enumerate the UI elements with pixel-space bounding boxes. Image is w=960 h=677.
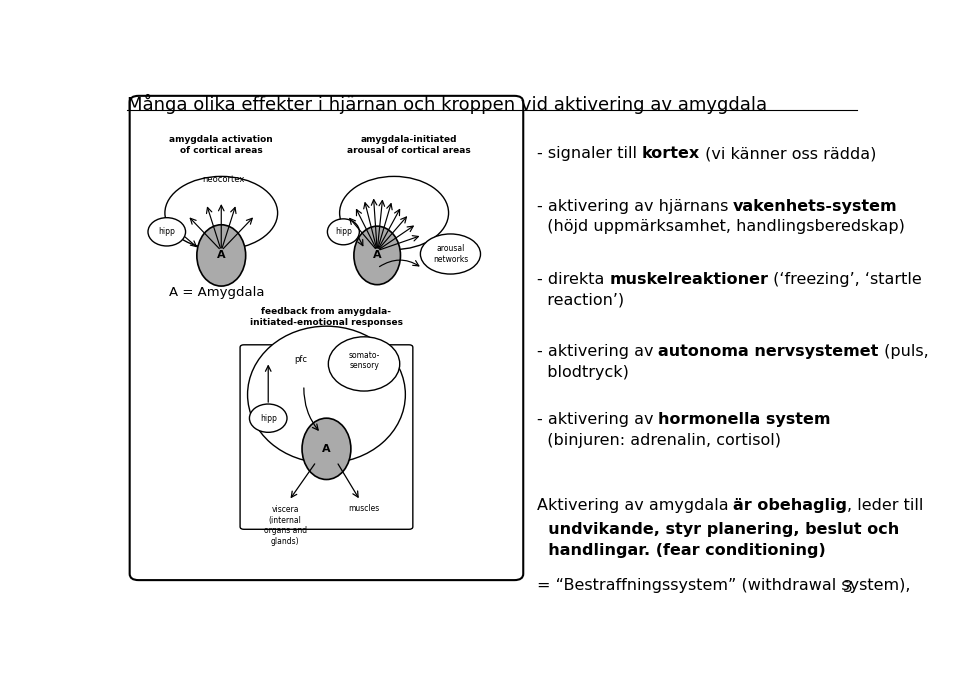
Ellipse shape [327,219,359,245]
Ellipse shape [340,177,448,250]
Ellipse shape [250,404,287,433]
Text: A: A [372,250,381,261]
Text: A: A [217,250,226,261]
Text: (vi känner oss rädda): (vi känner oss rädda) [700,146,876,161]
FancyBboxPatch shape [130,96,523,580]
Text: autonoma nervsystemet: autonoma nervsystemet [659,345,878,359]
Text: amygdala-initiated
arousal of cortical areas: amygdala-initiated arousal of cortical a… [348,135,471,154]
Text: arousal
networks: arousal networks [433,244,468,264]
FancyBboxPatch shape [240,345,413,529]
Ellipse shape [165,177,277,250]
Text: hipp: hipp [158,227,176,236]
Text: vakenhets-system: vakenhets-system [733,198,898,213]
Ellipse shape [302,418,351,479]
Text: A = Amygdala: A = Amygdala [169,286,264,299]
Text: muscles: muscles [348,504,379,513]
Text: - aktivering av: - aktivering av [537,412,659,427]
Text: amygdala activation
of cortical areas: amygdala activation of cortical areas [169,135,274,154]
Text: hormonella system: hormonella system [659,412,830,427]
Ellipse shape [148,218,185,246]
Text: muskelreaktioner: muskelreaktioner [610,271,768,286]
Text: viscera
(internal
organs and
glands): viscera (internal organs and glands) [264,506,306,546]
Ellipse shape [248,326,405,463]
Text: handlingar. (fear conditioning): handlingar. (fear conditioning) [537,542,826,558]
Text: (binjuren: adrenalin, cortisol): (binjuren: adrenalin, cortisol) [537,433,780,448]
Text: , leder till: , leder till [848,498,924,513]
Ellipse shape [197,225,246,286]
Text: är obehaglig: är obehaglig [733,498,848,513]
Text: feedback from amygdala-
initiated-emotional responses: feedback from amygdala- initiated-emotio… [250,307,403,327]
Text: (puls,: (puls, [878,345,928,359]
Text: = “Bestraffningssystem” (withdrawal system),: = “Bestraffningssystem” (withdrawal syst… [537,577,910,592]
Text: Många olika effekter i hjärnan och kroppen vid aktivering av amygdala: Många olika effekter i hjärnan och kropp… [128,94,768,114]
Text: hipp: hipp [260,414,276,422]
Text: somato-
sensory: somato- sensory [348,351,380,370]
Text: A: A [323,444,331,454]
Ellipse shape [420,234,481,274]
Text: - aktivering av: - aktivering av [537,345,659,359]
Text: blodtryck): blodtryck) [537,366,629,380]
Text: 3: 3 [843,580,852,594]
Text: hipp: hipp [335,227,351,236]
Ellipse shape [328,336,399,391]
Text: neocortex: neocortex [203,175,245,184]
Text: reaction’): reaction’) [537,292,624,307]
Text: - aktivering av hjärnans: - aktivering av hjärnans [537,198,733,213]
Text: - direkta: - direkta [537,271,610,286]
Text: pfc: pfc [295,355,307,364]
Text: undvikande, styr planering, beslut och: undvikande, styr planering, beslut och [537,522,899,537]
Text: (höjd uppmärksamhet, handlingsberedskap): (höjd uppmärksamhet, handlingsberedskap) [537,219,904,234]
Text: (‘freezing’, ‘startle: (‘freezing’, ‘startle [768,271,922,286]
Text: Aktivering av amygdala: Aktivering av amygdala [537,498,733,513]
Ellipse shape [354,226,400,284]
Text: kortex: kortex [642,146,700,161]
Text: - signaler till: - signaler till [537,146,642,161]
